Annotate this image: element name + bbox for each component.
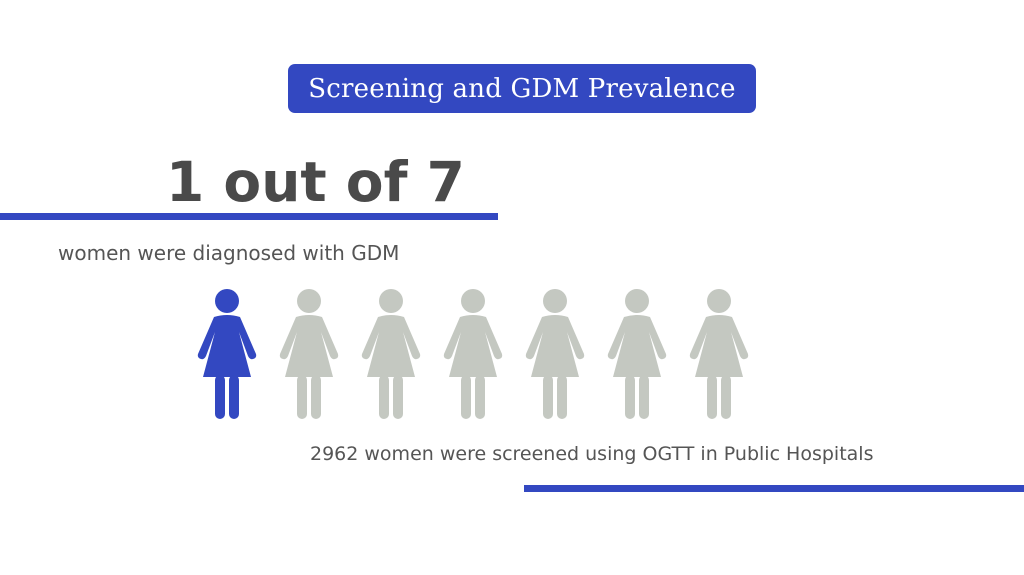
screening-footnote: 2962 women were screened using OGTT in P…: [310, 443, 874, 465]
diagnosis-caption: women were diagnosed with GDM: [58, 241, 400, 265]
bottom-divider: [524, 485, 1024, 492]
woman-icon: [523, 288, 587, 422]
headline-ratio: 1 out of 7: [166, 150, 465, 214]
page-title: Screening and GDM Prevalence: [308, 73, 736, 104]
top-divider: [0, 213, 498, 220]
woman-icon: [687, 288, 751, 422]
woman-icon: [605, 288, 669, 422]
woman-icon: [359, 288, 423, 422]
title-banner: Screening and GDM Prevalence: [288, 64, 756, 113]
woman-icon: [441, 288, 505, 422]
woman-icon: [277, 288, 341, 422]
woman-icon: [195, 288, 259, 422]
